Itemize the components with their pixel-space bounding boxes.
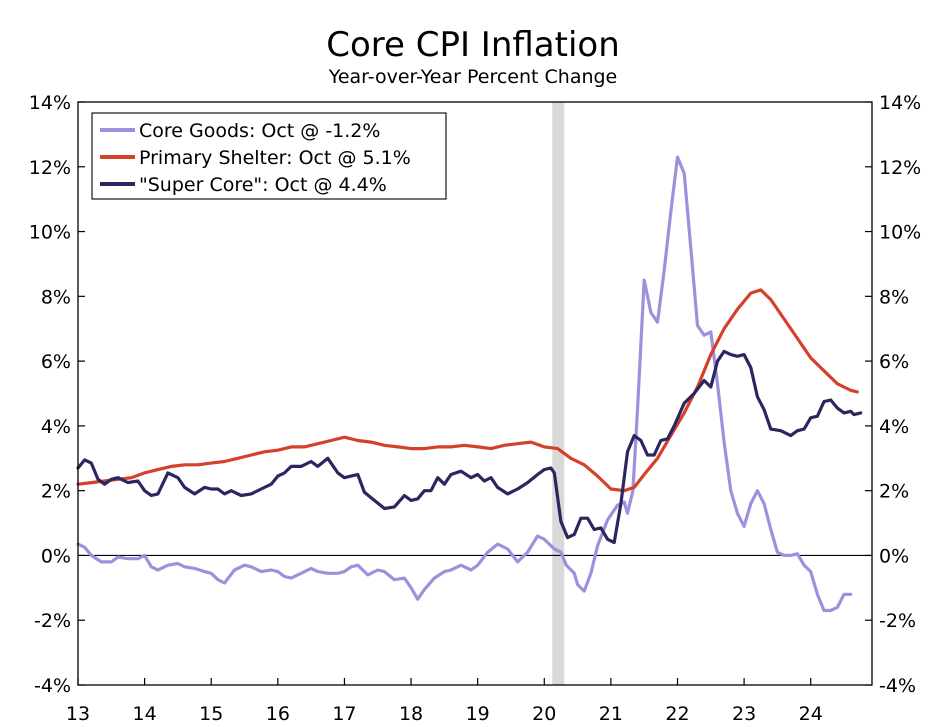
x-tick-label: 17 [332,703,356,725]
y-tick-label-right: 10% [879,222,921,244]
x-tick-label: 24 [799,703,823,725]
legend-label-super-core: "Super Core": Oct @ 4.4% [139,174,387,196]
y-tick-label-left: -4% [34,675,71,697]
legend-label-primary-shelter: Primary Shelter: Oct @ 5.1% [139,147,411,169]
axis-ticks-layer [77,101,872,686]
y-tick-label-left: 0% [41,545,71,567]
recession-shade [552,102,565,685]
x-tick-label: 15 [199,703,223,725]
x-tick-label: 22 [665,703,689,725]
y-tick-label-left: 2% [41,481,71,503]
x-tick-label: 21 [599,703,623,725]
y-tick-label-right: 8% [879,286,909,308]
y-tick-label-right: 12% [879,157,921,179]
y-tick-label-left: 14% [29,92,71,114]
x-axis-labels: 13 14 15 16 17 18 19 20 21 22 23 24 [66,703,823,725]
plot-frame [77,101,873,686]
legend-box [91,112,447,200]
y-tick-label-right: 4% [879,416,909,438]
y-tick-label-right: 2% [879,481,909,503]
x-tick-label: 18 [399,703,423,725]
y-tick-label-right: 0% [879,545,909,567]
y-tick-label-right: -2% [879,610,916,632]
recession-shading-layer [552,102,565,685]
y-tick-label-left: 4% [41,416,71,438]
x-tick-label: 14 [133,703,157,725]
series-line-core-goods [76,155,853,613]
y-tick-label-right: -4% [879,675,916,697]
x-tick-label: 13 [66,703,90,725]
x-tick-label: 16 [266,703,290,725]
y-axis-left-labels: -4% -2% 0% 2% 4% 6% 8% 10% 12% 14% [29,92,71,697]
y-tick-label-left: -2% [34,610,71,632]
y-tick-label-right: 14% [879,92,921,114]
chart-title: Core CPI Inflation [326,25,620,65]
legend: Core Goods: Oct @ -1.2% Primary Shelter:… [91,112,447,200]
y-tick-label-right: 6% [879,351,909,373]
series-line-primary-shelter [76,288,859,493]
chart-subtitle: Year-over-Year Percent Change [328,66,618,88]
x-tick-label: 19 [466,703,490,725]
y-tick-label-left: 12% [29,157,71,179]
series-layer [76,155,863,613]
x-tick-label: 23 [732,703,756,725]
y-tick-label-left: 6% [41,351,71,373]
y-tick-label-left: 10% [29,222,71,244]
y-tick-label-left: 8% [41,286,71,308]
x-tick-label: 20 [532,703,556,725]
series-line-super-core [76,349,863,545]
y-axis-right-labels: -4% -2% 0% 2% 4% 6% 8% 10% 12% 14% [879,92,921,697]
legend-label-core-goods: Core Goods: Oct @ -1.2% [139,120,380,142]
